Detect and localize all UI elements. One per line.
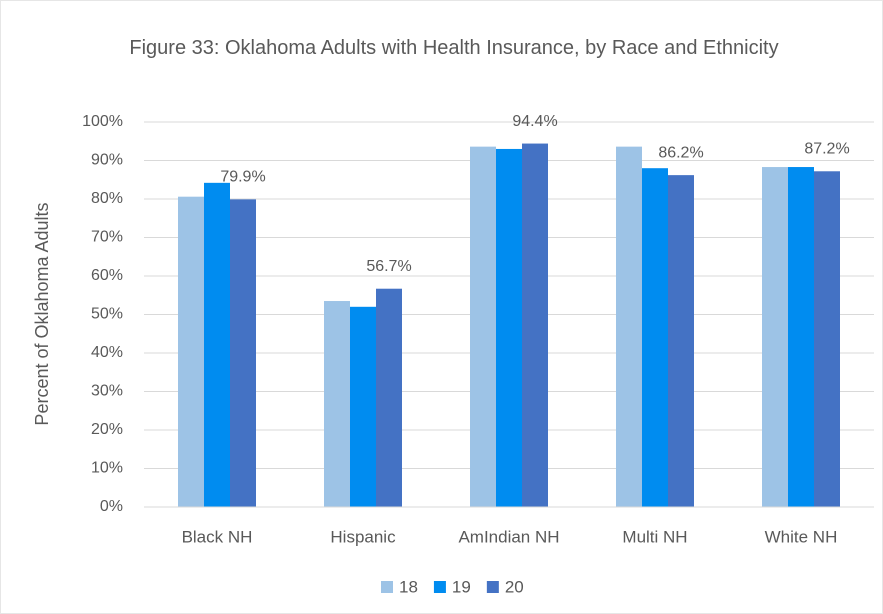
bar — [376, 288, 402, 507]
bar — [642, 168, 668, 507]
y-tick-label: 30% — [91, 383, 123, 400]
data-label: 94.4% — [512, 113, 557, 130]
data-label: 87.2% — [804, 140, 849, 157]
bar — [178, 196, 204, 507]
chart-title: Figure 33: Oklahoma Adults with Health I… — [129, 37, 779, 59]
y-tick-label: 70% — [91, 229, 123, 246]
x-tick-label: White NH — [765, 527, 838, 546]
bar — [814, 171, 840, 507]
y-axis-label: Percent of Oklahoma Adults — [32, 202, 52, 425]
x-tick-label: Multi NH — [622, 527, 687, 546]
x-tick-label: Black NH — [182, 527, 253, 546]
legend-label: 18 — [399, 577, 418, 596]
y-tick-label: 50% — [91, 306, 123, 323]
y-tick-label: 80% — [91, 190, 123, 207]
legend-swatch — [433, 581, 446, 593]
y-tick-label: 90% — [91, 152, 123, 169]
bar — [230, 199, 256, 507]
data-label: 56.7% — [366, 258, 411, 275]
x-tick-label: AmIndian NH — [458, 527, 559, 546]
x-tick-label: Hispanic — [330, 527, 396, 546]
bar — [616, 146, 642, 507]
bar — [668, 175, 694, 507]
legend-label: 20 — [505, 577, 524, 596]
y-tick-label: 20% — [91, 421, 123, 438]
y-tick-label: 10% — [91, 460, 123, 477]
bar — [762, 167, 788, 508]
legend-swatch — [486, 581, 499, 593]
data-label: 86.2% — [658, 144, 703, 161]
y-tick-label: 40% — [91, 344, 123, 361]
bar — [324, 301, 350, 507]
bar — [496, 148, 522, 507]
legend-label: 19 — [452, 577, 471, 596]
y-tick-label: 0% — [100, 498, 123, 515]
y-tick-label: 60% — [91, 267, 123, 284]
legend-swatch — [381, 581, 393, 593]
bar — [470, 146, 496, 507]
bar — [522, 143, 548, 507]
y-tick-label: 100% — [82, 113, 123, 130]
data-label: 79.9% — [220, 169, 265, 186]
bar — [788, 167, 814, 508]
bar — [350, 306, 376, 507]
bar — [204, 182, 230, 507]
